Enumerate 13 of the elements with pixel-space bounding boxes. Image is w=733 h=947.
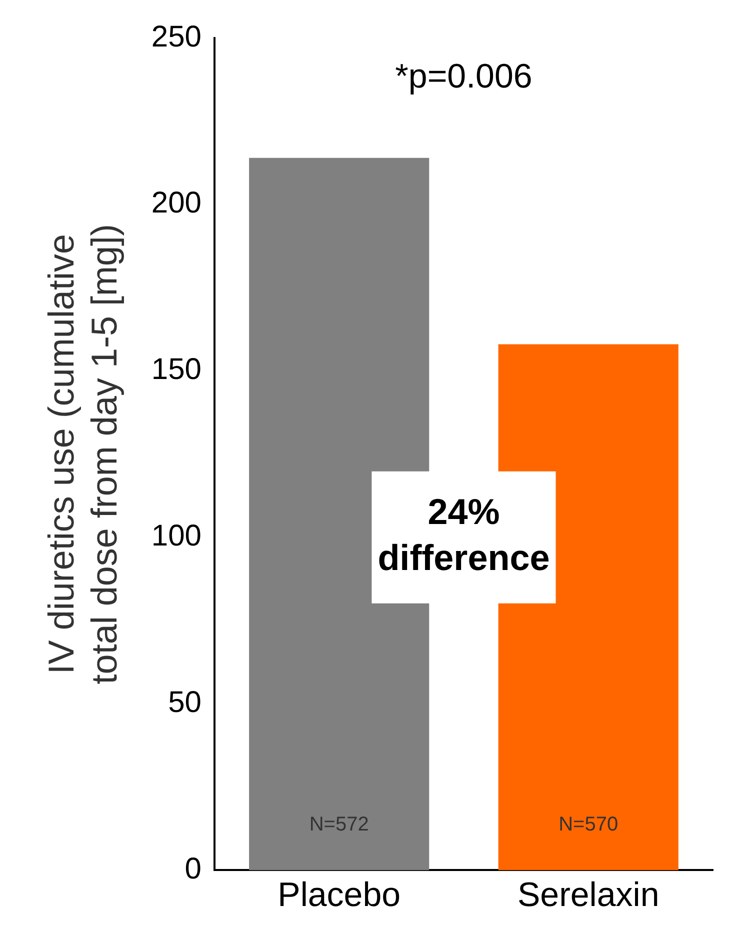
y-tick-label: 200 (151, 186, 202, 220)
y-tick-label: 250 (151, 20, 202, 54)
x-tick-label: Serelaxin (517, 876, 660, 914)
annotation: *p=0.006 (395, 57, 532, 96)
annotation: 24% difference (378, 491, 550, 578)
x-tick-label: Placebo (278, 876, 401, 914)
y-tick-label: 50 (168, 686, 202, 720)
y-tick-label: 0 (184, 852, 202, 886)
y-axis-title: IV diuretics use (cumulative total dose from day 1-5 [mg]) (40, 224, 125, 684)
y-tick-label: 100 (151, 520, 202, 553)
annotation: N=572 (309, 814, 369, 836)
annotation: N=570 (558, 814, 618, 836)
y-tick-label: 150 (151, 353, 202, 386)
